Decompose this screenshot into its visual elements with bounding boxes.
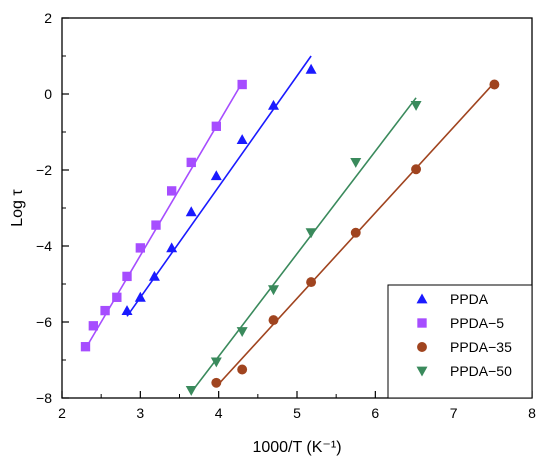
point-ppda-50 [185,386,197,396]
x-tick-label: 6 [371,405,379,421]
point-ppda-50 [410,101,422,111]
y-tick-label: −2 [36,162,52,178]
point-ppda [148,270,160,281]
legend-label-ppda-50: PPDA−50 [450,363,512,379]
data-markers [80,63,500,396]
point-ppda-5 [80,342,91,352]
point-ppda-5 [88,321,99,331]
point-ppda-50 [236,327,248,337]
point-ppda-35 [350,227,361,238]
point-ppda-35 [211,377,222,388]
point-ppda-35 [268,315,279,326]
point-ppda-5 [112,292,122,302]
fit-line-ppda [126,55,312,317]
point-ppda-5 [135,243,146,253]
point-ppda-5 [166,186,177,196]
point-ppda [134,291,146,302]
point-ppda-50 [268,285,279,296]
legend-box [387,284,533,399]
point-ppda [305,63,317,74]
y-axis-label: Log τ [9,189,26,227]
legend-label-ppda: PPDA [450,291,489,307]
x-axis-label: 1000/T (K⁻¹) [252,439,341,456]
point-ppda [210,170,222,181]
x-tick-label: 7 [450,405,458,421]
x-tick-label: 4 [215,405,223,421]
x-tick-label: 2 [58,405,66,421]
point-ppda-5 [237,79,247,90]
point-ppda-50 [350,158,362,168]
legend-label-ppda-35: PPDA−35 [450,339,512,355]
x-tick-label: 8 [528,405,536,421]
point-ppda-35 [237,364,248,375]
x-tick-label: 5 [293,405,301,421]
point-ppda-5 [100,305,110,316]
fit-line-ppda-50 [190,97,417,393]
y-tick-label: 2 [44,10,52,26]
point-ppda [236,134,248,144]
legend-label-ppda-5: PPDA−5 [450,315,504,331]
point-ppda-5 [186,157,196,168]
point-ppda-5 [151,220,161,230]
y-tick-label: −4 [36,238,52,254]
point-ppda-5 [122,271,132,282]
legend-marker-ppda-35 [417,342,427,352]
y-tick-label: −6 [36,314,52,330]
point-ppda [166,242,178,253]
point-ppda-5 [211,121,221,131]
tick-labels: 2 3 4 5 6 7 8 −8 −6 −4 −2 0 2 [36,10,536,421]
y-tick-label: 0 [44,86,52,102]
point-ppda-35 [489,79,500,90]
x-tick-label: 3 [136,405,144,421]
point-ppda-35 [306,277,317,288]
legend: PPDA PPDA−5 PPDA−35 PPDA−50 [387,284,533,399]
point-ppda-50 [210,357,222,368]
legend-marker-ppda-5 [417,318,427,328]
point-ppda-50 [305,228,317,239]
legend-marker-ppda [416,293,428,304]
point-ppda [121,305,133,315]
legend-marker-ppda-50 [416,366,428,377]
point-ppda [268,99,279,110]
ticks [61,17,533,399]
point-ppda-35 [411,164,422,175]
y-tick-label: −8 [36,390,52,406]
point-ppda [185,206,197,217]
